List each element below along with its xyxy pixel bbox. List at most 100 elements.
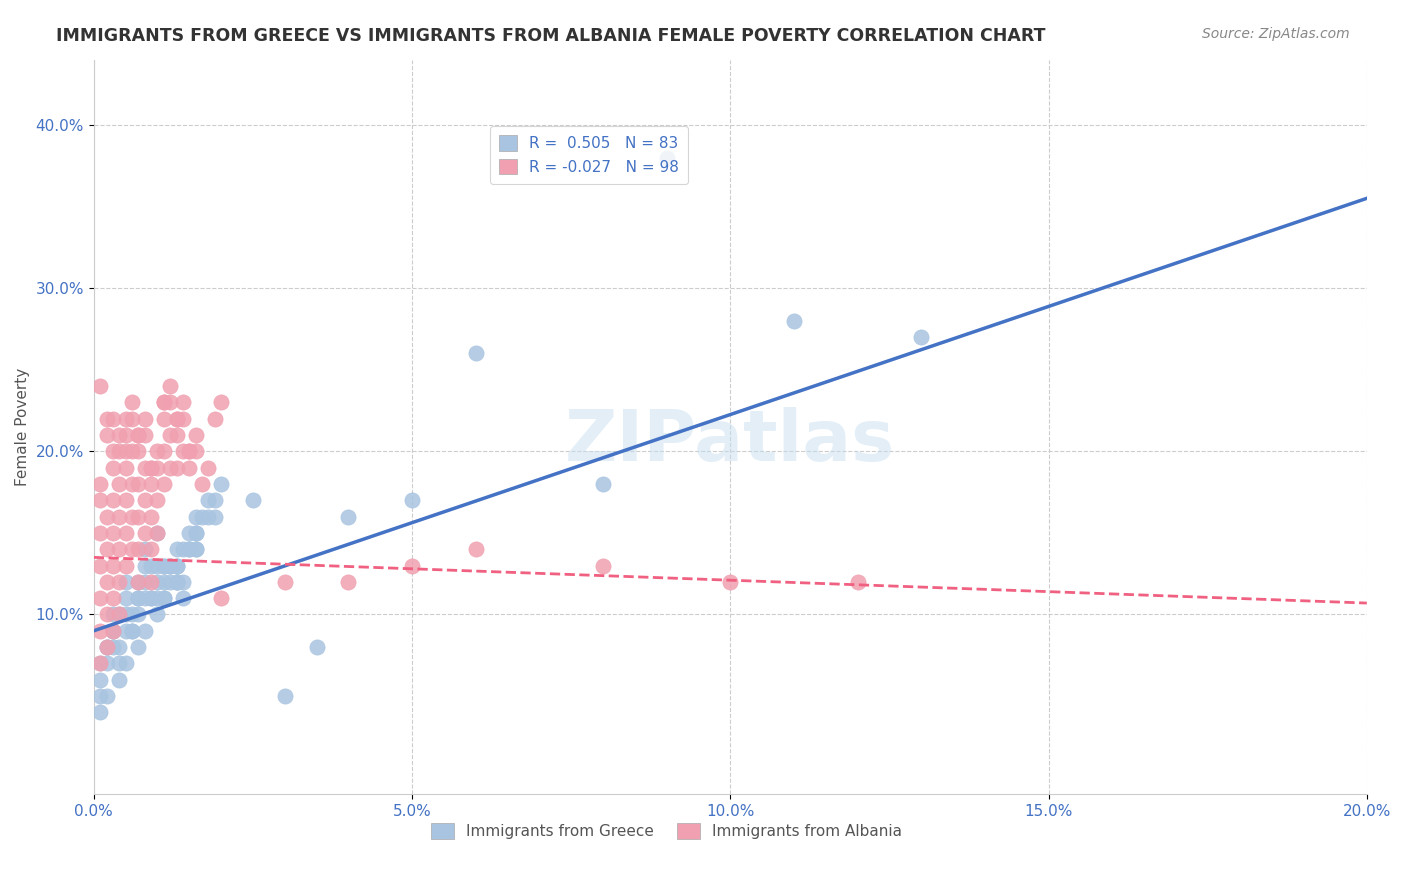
Point (152, 591, 174, 606)
Point (204, 509, 226, 524)
Point (108, 574, 131, 589)
Point (101, 607, 124, 622)
Point (152, 411, 174, 425)
Point (159, 428, 181, 442)
Point (101, 444, 124, 458)
Point (127, 428, 149, 442)
Point (121, 509, 143, 524)
Point (127, 428, 149, 442)
Point (121, 444, 143, 458)
Point (134, 460, 156, 475)
Point (114, 558, 136, 573)
Point (108, 444, 131, 458)
Point (96, 657, 118, 671)
Point (401, 558, 423, 573)
Point (108, 477, 131, 491)
Point (191, 509, 214, 524)
Point (172, 542, 194, 557)
Point (152, 574, 174, 589)
Point (96, 574, 118, 589)
Point (127, 542, 149, 557)
Point (166, 411, 188, 425)
Point (101, 558, 124, 573)
Point (139, 558, 162, 573)
Point (166, 574, 188, 589)
Point (401, 493, 423, 508)
Point (179, 525, 201, 540)
Point (718, 574, 741, 589)
Point (89, 673, 111, 687)
Point (89, 591, 111, 606)
Point (464, 542, 486, 557)
Point (96, 542, 118, 557)
Point (89, 657, 111, 671)
Point (108, 607, 131, 622)
Point (114, 624, 136, 638)
Point (96, 607, 118, 622)
Point (134, 542, 156, 557)
Point (159, 558, 181, 573)
Point (134, 574, 156, 589)
Point (96, 509, 118, 524)
Point (108, 509, 131, 524)
Point (204, 411, 226, 425)
Point (139, 591, 162, 606)
Point (101, 460, 124, 475)
Point (184, 428, 207, 442)
Point (96, 640, 118, 654)
Point (592, 558, 614, 573)
Point (108, 542, 131, 557)
Point (127, 607, 149, 622)
Point (146, 444, 169, 458)
Point (146, 574, 169, 589)
Point (114, 591, 136, 606)
Point (159, 558, 181, 573)
Point (179, 542, 201, 557)
Point (108, 428, 131, 442)
Point (89, 657, 111, 671)
Point (242, 493, 264, 508)
Point (204, 493, 226, 508)
Point (197, 460, 219, 475)
Point (121, 411, 143, 425)
Point (127, 574, 149, 589)
Point (166, 558, 188, 573)
Point (184, 525, 207, 540)
Point (139, 542, 162, 557)
Point (96, 428, 118, 442)
Point (114, 428, 136, 442)
Point (89, 558, 111, 573)
Point (464, 346, 486, 360)
Point (179, 460, 201, 475)
Point (179, 444, 201, 458)
Point (152, 591, 174, 606)
Point (274, 689, 297, 703)
Point (89, 525, 111, 540)
Point (139, 477, 162, 491)
Point (127, 444, 149, 458)
Point (184, 542, 207, 557)
Point (191, 477, 214, 491)
Point (172, 591, 194, 606)
Point (139, 574, 162, 589)
Point (166, 428, 188, 442)
Point (134, 624, 156, 638)
Point (134, 411, 156, 425)
Point (152, 558, 174, 573)
Point (139, 460, 162, 475)
Point (172, 574, 194, 589)
Point (96, 689, 118, 703)
Point (127, 591, 149, 606)
Point (159, 460, 181, 475)
Point (655, 151, 678, 165)
Point (179, 542, 201, 557)
Point (184, 509, 207, 524)
Point (108, 657, 131, 671)
Point (114, 525, 136, 540)
Point (146, 607, 169, 622)
Point (139, 460, 162, 475)
Point (305, 640, 328, 654)
Point (184, 542, 207, 557)
Point (166, 460, 188, 475)
Point (592, 477, 614, 491)
